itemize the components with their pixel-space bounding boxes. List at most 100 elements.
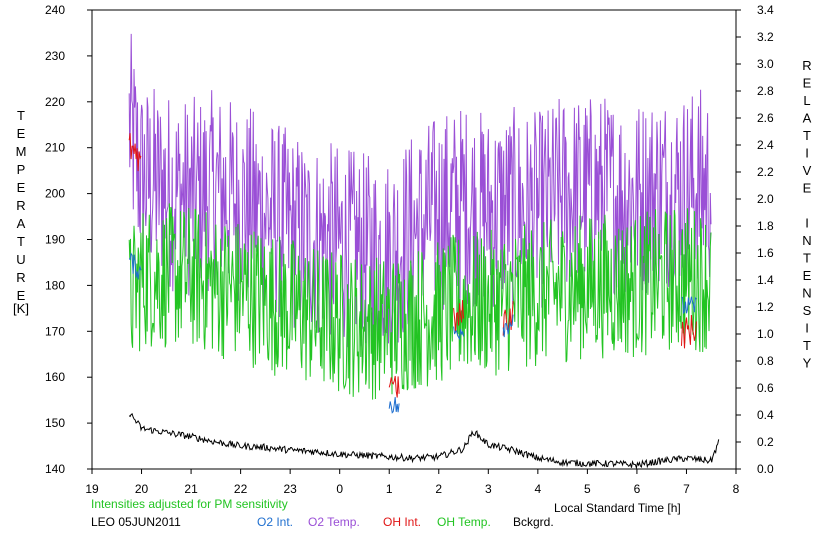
right-tick-label: 3.4	[757, 3, 774, 17]
x-tick-label: 7	[683, 482, 690, 496]
right-tick-label: 0.8	[757, 354, 774, 368]
right-tick-label: 3.2	[757, 30, 774, 44]
labels-layer: TEMPERATURE[K]RELATIVEINTENSITYIntensiti…	[13, 58, 812, 529]
series-bckgrd	[128, 412, 720, 470]
right-axis-title-letter: T	[803, 128, 811, 143]
left-axis-title-letter: T	[17, 234, 25, 249]
left-tick-label: 160	[45, 370, 65, 384]
series-line	[681, 296, 697, 314]
left-axis-title-letter: E	[17, 126, 26, 141]
x-tick-label: 22	[234, 482, 248, 496]
legend-item-o2-int: O2 Int.	[257, 515, 293, 529]
series-line	[388, 397, 400, 414]
right-tick-label: 0.2	[757, 435, 774, 449]
series-o2-temp	[128, 33, 712, 350]
series-line	[681, 314, 697, 349]
series-line	[453, 326, 464, 341]
x-tick-label: 4	[535, 482, 542, 496]
right-axis-title-letter: V	[803, 163, 812, 178]
right-axis-title-letter: I	[805, 146, 809, 161]
left-tick-label: 150	[45, 416, 65, 430]
x-tick-label: 0	[336, 482, 343, 496]
station-label: LEO 05JUN2011	[91, 515, 181, 529]
left-axis-unit: [K]	[13, 301, 29, 316]
series-line	[128, 133, 142, 172]
right-tick-label: 2.2	[757, 165, 774, 179]
right-tick-label: 0.4	[757, 408, 774, 422]
right-tick-label: 1.0	[757, 327, 774, 341]
legend-item-oh-temp: OH Temp.	[437, 515, 491, 529]
series-oh-temp	[128, 203, 712, 400]
x-tick-label: 21	[184, 482, 198, 496]
legend-item-o2-temp: O2 Temp.	[308, 515, 360, 529]
series-line	[502, 314, 514, 338]
right-tick-label: 2.4	[757, 138, 774, 152]
right-axis-title-letter: N	[802, 233, 811, 248]
right-tick-label: 0.0	[757, 462, 774, 476]
right-axis-title-letter: A	[803, 111, 812, 126]
series-line	[453, 300, 464, 333]
legend-item-bckgrd: Bckgrd.	[513, 515, 554, 529]
left-axis-title-letter: R	[16, 198, 25, 213]
x-tick-label: 3	[485, 482, 492, 496]
right-axis-title-letter: S	[803, 303, 812, 318]
right-axis-title-letter: L	[803, 93, 810, 108]
left-axis-title-letter: M	[16, 144, 27, 159]
right-axis-title-letter: R	[802, 58, 811, 73]
series-line	[388, 375, 400, 398]
series-line	[128, 252, 142, 280]
right-tick-label: 2.8	[757, 84, 774, 98]
right-axis-title-letter: I	[805, 321, 809, 336]
left-axis-title-letter: U	[16, 252, 25, 267]
left-tick-label: 220	[45, 95, 65, 109]
x-tick-label: 20	[135, 482, 149, 496]
series-oh-int	[128, 133, 697, 398]
right-axis-title-letter: E	[803, 76, 812, 91]
right-tick-label: 1.6	[757, 246, 774, 260]
left-axis-title-letter: A	[17, 216, 26, 231]
right-axis-title-letter: E	[803, 268, 812, 283]
x-tick-label: 2	[435, 482, 442, 496]
right-tick-label: 2.0	[757, 192, 774, 206]
series-line	[128, 412, 720, 470]
left-tick-label: 140	[45, 462, 65, 476]
x-tick-label: 5	[584, 482, 591, 496]
right-tick-label: 3.0	[757, 57, 774, 71]
left-tick-label: 170	[45, 324, 65, 338]
series-line	[128, 203, 712, 400]
left-axis-title-letter: P	[17, 162, 26, 177]
right-axis-title-letter: Y	[803, 356, 812, 371]
series-layer	[128, 33, 720, 470]
right-tick-label: 2.6	[757, 111, 774, 125]
left-tick-label: 210	[45, 141, 65, 155]
right-tick-label: 1.4	[757, 273, 774, 287]
left-tick-label: 190	[45, 233, 65, 247]
left-tick-label: 240	[45, 3, 65, 17]
right-axis-title-letter: T	[803, 251, 811, 266]
right-axis-title-letter: I	[805, 216, 809, 231]
right-axis-title-letter: T	[803, 338, 811, 353]
right-tick-label: 1.8	[757, 219, 774, 233]
x-tick-label: 23	[283, 482, 297, 496]
x-axis-title: Local Standard Time [h]	[554, 501, 681, 515]
left-tick-label: 200	[45, 187, 65, 201]
axes-layer: 1401501601701801902002102202302400.00.20…	[45, 3, 774, 496]
left-axis-title-letter: E	[17, 180, 26, 195]
right-tick-label: 0.6	[757, 381, 774, 395]
series-line	[128, 33, 712, 350]
left-tick-label: 230	[45, 49, 65, 63]
left-axis-title-letter: E	[17, 288, 26, 303]
left-tick-label: 180	[45, 278, 65, 292]
x-tick-label: 19	[85, 482, 99, 496]
x-tick-label: 8	[733, 482, 740, 496]
left-axis-title-letter: R	[16, 270, 25, 285]
right-axis-title-letter: E	[803, 181, 812, 196]
pm-sensitivity-note: Intensities adjusted for PM sensitivity	[91, 497, 288, 511]
series-o2-int	[128, 252, 697, 414]
x-tick-label: 6	[634, 482, 641, 496]
x-tick-label: 1	[386, 482, 393, 496]
legend-item-oh-int: OH Int.	[383, 515, 421, 529]
